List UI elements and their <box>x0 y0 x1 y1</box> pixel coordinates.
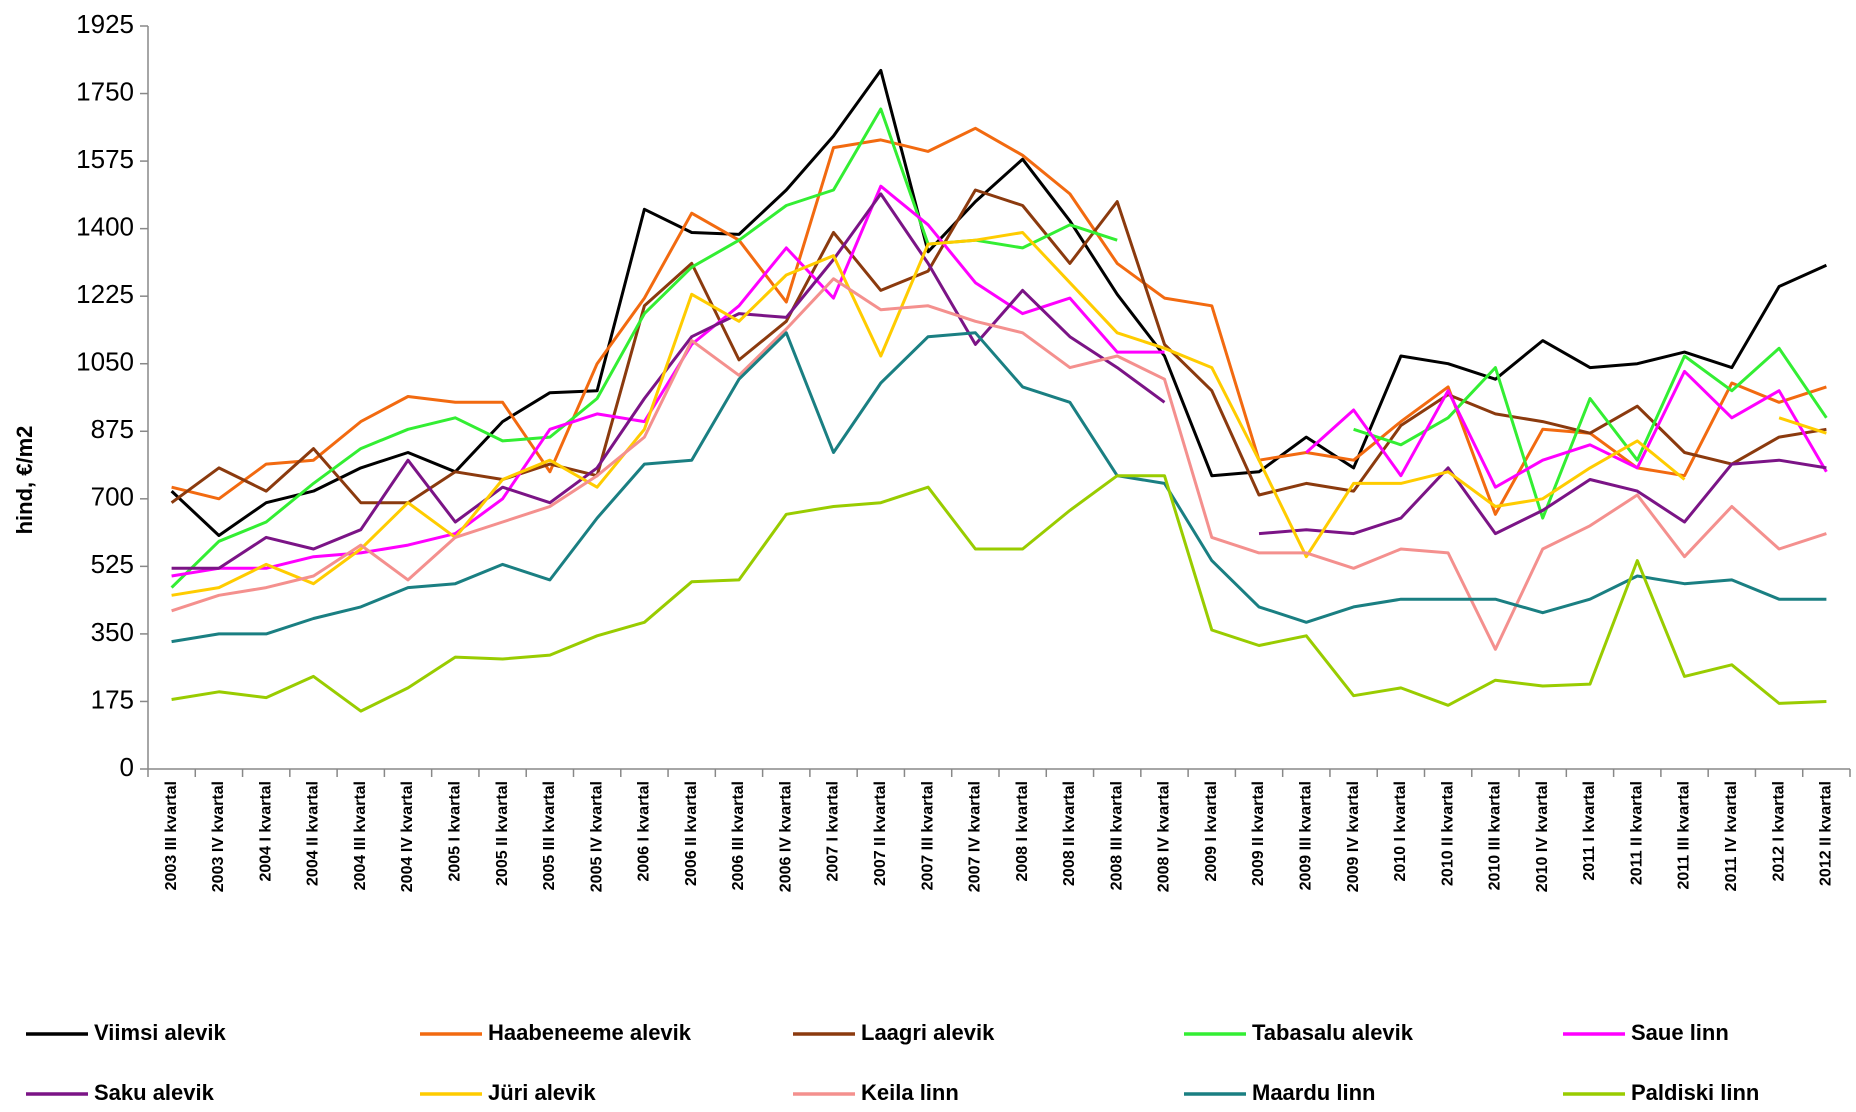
x-tick-label: 2003 III kvartal <box>163 781 180 890</box>
y-tick-label: 1050 <box>76 347 134 377</box>
x-tick-label: 2004 I kvartal <box>257 781 274 882</box>
y-tick-label: 350 <box>91 617 134 647</box>
x-tick-label: 2006 III kvartal <box>730 781 747 890</box>
x-tick-label: 2012 I kvartal <box>1770 781 1787 882</box>
x-tick-label: 2005 I kvartal <box>447 781 464 882</box>
x-tick-label: 2006 IV kvartal <box>777 781 794 892</box>
series-line <box>171 277 1827 651</box>
x-tick-label: 2011 IV kvartal <box>1723 781 1740 891</box>
series-line <box>171 474 1827 713</box>
x-tick-label: 2007 II kvartal <box>872 781 889 886</box>
x-tick-label: 2004 III kvartal <box>352 781 369 890</box>
x-tick-label: 2011 I kvartal <box>1581 781 1598 881</box>
y-tick-label: 1750 <box>76 76 134 106</box>
series-line <box>171 126 1827 516</box>
legend-label: Saue linn <box>1631 1020 1729 1045</box>
legend-label: Haabeneeme alevik <box>488 1020 692 1045</box>
x-tick-label: 2010 I kvartal <box>1392 781 1409 882</box>
x-tick-label: 2006 I kvartal <box>636 781 653 882</box>
x-tick-label: 2006 II kvartal <box>683 781 700 886</box>
x-tick-label: 2008 IV kvartal <box>1156 781 1173 892</box>
x-tick-label: 2003 IV kvartal <box>210 781 227 892</box>
legend-label: Laagri alevik <box>861 1020 995 1045</box>
x-tick-label: 2011 II kvartal <box>1628 781 1645 885</box>
x-tick-label: 2012 II kvartal <box>1818 781 1835 886</box>
y-tick-label: 1925 <box>76 9 134 39</box>
series-line <box>171 192 1827 570</box>
x-tick-label: 2005 III kvartal <box>541 781 558 890</box>
legend-label: Paldiski linn <box>1631 1080 1759 1105</box>
x-tick-label: 2010 II kvartal <box>1439 781 1456 886</box>
legend-label: Keila linn <box>861 1080 959 1105</box>
legend-label: Tabasalu alevik <box>1252 1020 1414 1045</box>
x-tick-label: 2004 IV kvartal <box>399 781 416 892</box>
x-tick-label: 2010 III kvartal <box>1487 781 1504 890</box>
x-tick-label: 2009 III kvartal <box>1298 781 1315 890</box>
series-line <box>170 188 1827 505</box>
y-axis-label: hind, €/m2 <box>12 426 37 535</box>
x-tick-label: 2009 IV kvartal <box>1345 781 1362 892</box>
legend-label: Maardu linn <box>1252 1080 1375 1105</box>
y-tick-label: 525 <box>91 549 134 579</box>
x-tick-label: 2005 II kvartal <box>494 781 511 886</box>
x-tick-label: 2007 III kvartal <box>919 781 936 890</box>
x-tick-label: 2007 IV kvartal <box>967 781 984 892</box>
y-tick-label: 175 <box>91 684 134 714</box>
x-tick-label: 2009 II kvartal <box>1250 781 1267 886</box>
series-line <box>170 68 1828 537</box>
y-tick-label: 0 <box>120 752 134 782</box>
x-tick-label: 2009 I kvartal <box>1203 781 1220 882</box>
y-tick-label: 700 <box>91 482 134 512</box>
series-line <box>171 184 1828 578</box>
x-tick-label: 2007 I kvartal <box>825 781 842 882</box>
x-tick-label: 2008 I kvartal <box>1014 781 1031 882</box>
y-tick-label: 1225 <box>76 279 134 309</box>
x-tick-label: 2004 II kvartal <box>305 781 322 886</box>
legend-label: Viimsi alevik <box>94 1020 226 1045</box>
series-line <box>171 231 1827 597</box>
y-tick-label: 1400 <box>76 212 134 242</box>
legend-label: Saku alevik <box>94 1080 215 1105</box>
x-tick-label: 2010 IV kvartal <box>1534 781 1551 892</box>
x-tick-label: 2008 II kvartal <box>1061 781 1078 886</box>
x-tick-label: 2005 IV kvartal <box>588 781 605 892</box>
x-tick-label: 2011 III kvartal <box>1676 781 1693 890</box>
x-tick-label: 2008 III kvartal <box>1108 781 1125 890</box>
y-tick-label: 1575 <box>76 144 134 174</box>
legend-label: Jüri alevik <box>488 1080 596 1105</box>
y-tick-label: 875 <box>91 414 134 444</box>
series-line <box>171 331 1827 644</box>
